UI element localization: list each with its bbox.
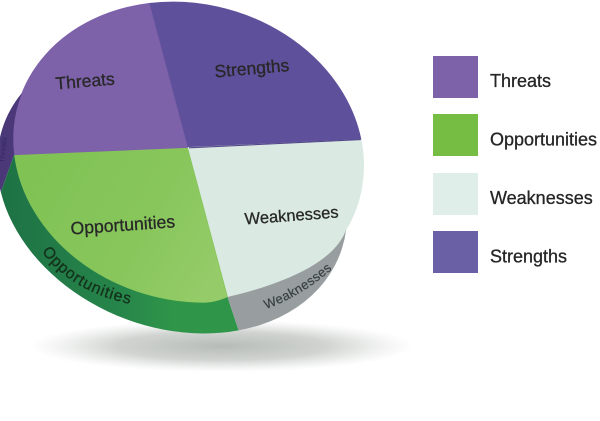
svg-text:Weaknesses: Weaknesses bbox=[490, 188, 593, 208]
svg-text:Threats: Threats bbox=[0, 136, 9, 163]
svg-text:Threats: Threats bbox=[490, 71, 551, 91]
svg-text:Opportunities: Opportunities bbox=[490, 130, 597, 150]
svg-text:Strengths: Strengths bbox=[490, 247, 567, 267]
